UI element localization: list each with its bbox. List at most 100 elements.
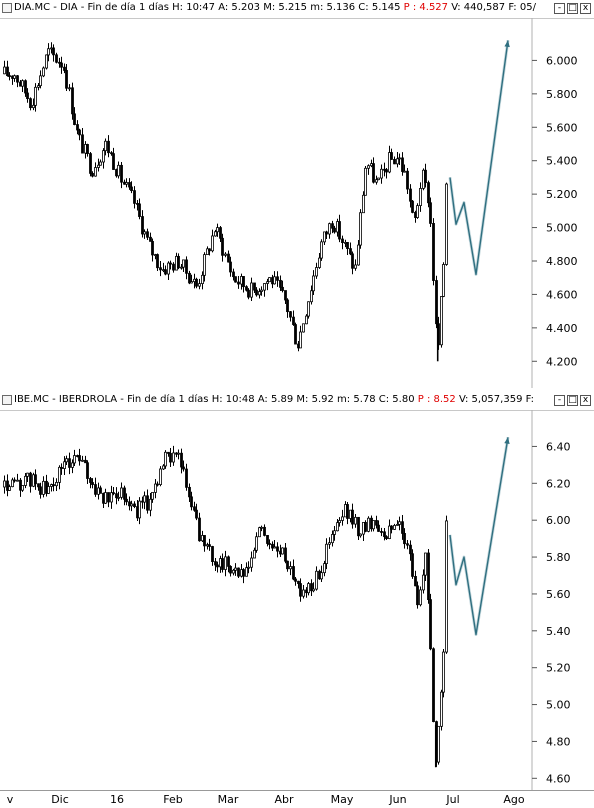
candle-up [437, 725, 440, 763]
candle-down [94, 484, 97, 495]
candle-up [315, 267, 318, 277]
candle-up [315, 570, 318, 590]
candle-down [55, 54, 58, 63]
candle-down [6, 66, 9, 77]
candle-down [65, 70, 68, 89]
maximize-button[interactable]: □ [567, 3, 578, 14]
candle-down [263, 526, 266, 536]
candle-down [190, 496, 193, 508]
candle-down [26, 92, 29, 100]
candle-up [164, 451, 167, 467]
candle-down [424, 169, 427, 184]
top-chart-plot[interactable]: 6.000 5.800 5.600 5.400 5.200 5.000 4.800 4.600… [0, 18, 594, 388]
candle-down [112, 153, 115, 170]
y-tick-label: 6.000 [546, 54, 578, 67]
x-tick-label: Jul [446, 793, 460, 806]
candle-up [424, 552, 427, 576]
candle-down [167, 451, 170, 454]
candle-down [414, 576, 417, 587]
candle-down [325, 231, 328, 235]
minimize-button[interactable]: - [554, 395, 565, 406]
y-tick-label: 5.200 [546, 188, 578, 201]
candle-down [78, 129, 81, 136]
candle-up [13, 75, 16, 79]
minimize-button[interactable]: - [554, 3, 565, 14]
candle-down [406, 543, 409, 546]
y-tick-label: 5.80 [546, 551, 571, 564]
candle-down [60, 62, 63, 68]
candle-up [125, 182, 128, 185]
candle-up [201, 274, 204, 284]
candle-up [273, 276, 276, 285]
y-tick-label: 5.600 [546, 121, 578, 134]
candle-down [221, 237, 224, 256]
candle-down [383, 531, 386, 538]
candle-down [364, 521, 367, 532]
candle-down [357, 516, 360, 537]
candle-down [128, 182, 131, 188]
candle-down [297, 580, 300, 584]
candle-down [286, 299, 289, 313]
candle-up [336, 522, 339, 532]
candle-down [377, 524, 380, 532]
candle-down [255, 289, 258, 296]
candle-up [8, 486, 11, 491]
candle-up [21, 485, 24, 491]
candle-up [320, 572, 323, 580]
candle-down [406, 170, 409, 190]
candle-up [268, 277, 271, 283]
chart-window-icon[interactable] [2, 3, 12, 13]
candle-down [52, 484, 55, 487]
candle-up [328, 542, 331, 545]
top-title-p: P : 4.527 [403, 2, 449, 13]
candle-up [281, 547, 284, 555]
candle-down [427, 552, 430, 600]
candle-down [110, 152, 113, 155]
candle-up [396, 524, 399, 526]
candle-up [24, 475, 27, 486]
candle-up [211, 235, 214, 252]
candle-up [416, 205, 419, 218]
candle-down [416, 585, 419, 606]
candle-down [393, 158, 396, 165]
candle-up [3, 66, 6, 75]
close-button[interactable]: x [580, 395, 591, 406]
candle-down [185, 468, 188, 488]
candle-up [367, 517, 370, 532]
candle-up [302, 589, 305, 597]
candle-up [11, 479, 14, 488]
candle-up [312, 275, 315, 292]
top-chart-panel: DIA.MC - DIA - Fin de día 1 días H: 10:4… [0, 0, 594, 388]
candle-down [214, 561, 217, 566]
candle-down [216, 564, 219, 568]
close-button[interactable]: x [580, 3, 591, 14]
candle-down [281, 286, 284, 291]
candle-down [390, 152, 393, 160]
candle-down [169, 262, 172, 265]
y-tick-label: 6.40 [546, 440, 571, 453]
candle-up [398, 157, 401, 160]
candle-up [94, 167, 97, 177]
candle-up [333, 530, 336, 535]
x-tick-label: 16 [110, 793, 124, 806]
bottom-chart-plot[interactable]: 6.40 6.20 6.00 5.80 5.60 5.40 5.20 5.00 4.80 4.60 [0, 410, 594, 790]
candle-up [159, 468, 162, 485]
chart-window-icon[interactable] [2, 395, 12, 405]
candle-down [253, 282, 256, 291]
candle-down [29, 98, 32, 109]
candle-down [29, 472, 32, 487]
candle-up [302, 323, 305, 333]
candle-up [73, 455, 76, 464]
candle-up [307, 583, 310, 594]
candle-down [294, 578, 297, 582]
candle-up [110, 492, 113, 503]
candle-up [97, 164, 100, 168]
candle-down [172, 263, 175, 271]
candle-down [60, 466, 63, 469]
candle-down [221, 558, 224, 570]
candle-down [341, 238, 344, 244]
top-window-buttons: - □ x [554, 3, 591, 14]
candle-up [258, 291, 261, 296]
candle-down [219, 227, 222, 239]
maximize-button[interactable]: □ [567, 395, 578, 406]
